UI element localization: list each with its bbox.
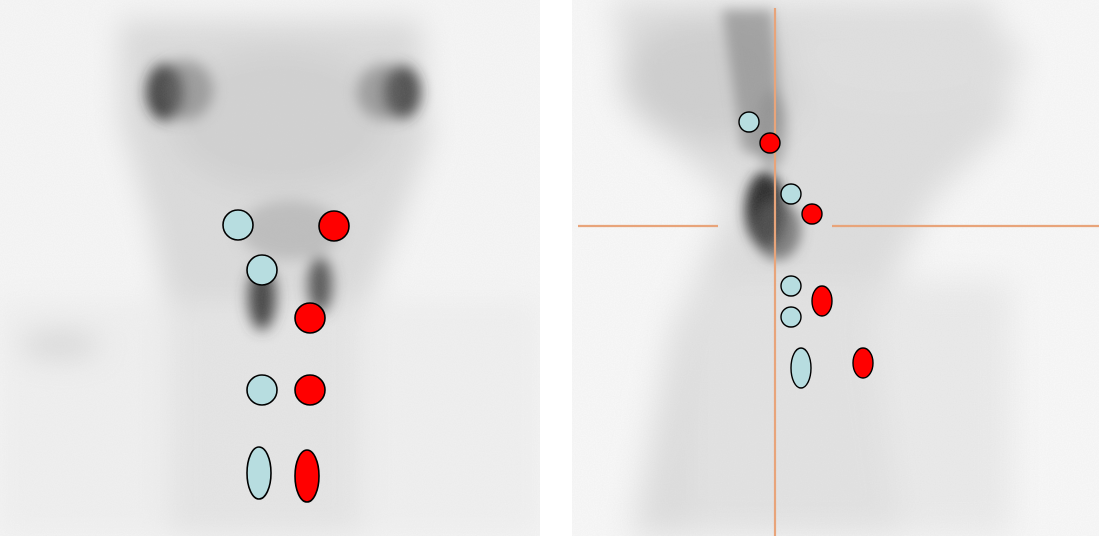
- marker-red: [801, 203, 823, 225]
- marker-red: [811, 285, 833, 317]
- marker-red: [294, 449, 320, 503]
- anterior-scan-image: [0, 0, 540, 536]
- marker-red: [318, 210, 350, 242]
- marker-blue: [780, 183, 802, 205]
- marker-red: [294, 374, 326, 406]
- anterior-scan-panel: [0, 0, 540, 536]
- lateral-scan-panel: [572, 0, 1099, 536]
- marker-blue: [780, 275, 802, 297]
- marker-red: [852, 347, 874, 379]
- marker-blue: [738, 111, 760, 133]
- marker-blue: [246, 254, 278, 286]
- crosshair: [578, 8, 1099, 536]
- marker-red: [294, 302, 326, 334]
- marker-blue: [222, 209, 254, 241]
- marker-red: [759, 132, 781, 154]
- marker-blue: [246, 374, 278, 406]
- marker-blue: [790, 347, 812, 389]
- lateral-scan-image: [572, 0, 1099, 536]
- panel-separator: [540, 0, 572, 536]
- marker-blue: [780, 306, 802, 328]
- marker-blue: [246, 446, 272, 500]
